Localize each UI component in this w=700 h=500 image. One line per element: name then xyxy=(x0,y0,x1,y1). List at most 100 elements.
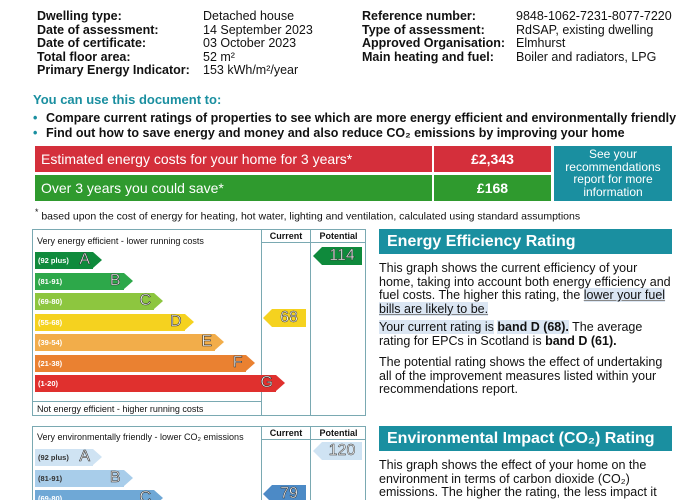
env-current-rating-badge: 79 xyxy=(263,485,306,500)
environment-top-label: Very environmentally friendly - lower CO… xyxy=(37,432,244,442)
detail-label: Primary Energy Indicator: xyxy=(37,63,190,77)
potential-rating-badge: 114 xyxy=(313,247,362,265)
detail-value: 52 m² xyxy=(203,49,235,64)
detail-value: 14 September 2023 xyxy=(203,22,313,37)
band-a: (92 plus) A xyxy=(35,448,102,466)
band-letter: A xyxy=(79,251,90,269)
band-range: (55-68) xyxy=(38,317,63,327)
efficiency-para-1: This graph shows the current efficiency … xyxy=(379,261,671,316)
efficiency-bottom-label: Not energy efficient - higher running co… xyxy=(37,404,204,414)
detail-value: Elmhurst xyxy=(516,36,566,50)
band-d: (55-68) D xyxy=(35,312,194,331)
detail-row: Date of assessment: 14 September 2023 xyxy=(37,22,313,38)
details-right: Reference number: 9848-1062-7231-8077-722… xyxy=(362,9,672,65)
band-letter: C xyxy=(139,292,151,310)
saving-label: Over 3 years you could save* xyxy=(35,175,432,201)
band-range: (92 plus) xyxy=(38,453,69,462)
band-a: (92 plus) A xyxy=(35,251,102,269)
band-letter: C xyxy=(139,489,151,500)
details-right-list: Reference number: 9848-1062-7231-8077-722… xyxy=(362,9,672,65)
band-arrow-tip xyxy=(215,334,224,350)
band-e: (39-54) E xyxy=(35,333,224,351)
detail-label: Date of certificate: xyxy=(37,36,147,50)
band-letter: F xyxy=(232,353,243,371)
detail-label: Total floor area: xyxy=(37,49,131,64)
band-letter: B xyxy=(109,271,121,289)
use-heading: You can use this document to: xyxy=(33,92,222,107)
efficiency-para-3: The potential rating shows the effect of… xyxy=(379,355,663,396)
band-range: (69-80) xyxy=(38,494,63,500)
environment-panel-title: Environmental Impact (CO₂) Rating xyxy=(379,426,672,451)
band-arrow-tip xyxy=(276,375,285,391)
band-c: (69-80) C xyxy=(35,292,163,310)
band-arrow-tip xyxy=(123,469,133,486)
band-c: (69-80) C xyxy=(35,489,163,500)
efficiency-chart xyxy=(32,229,366,416)
environment-para-1: This graph shows the effect of your home… xyxy=(379,458,657,500)
current-header: Current xyxy=(269,231,303,241)
efficiency-panel-title: Energy Efficiency Rating xyxy=(379,229,672,254)
cost-footnote: * based upon the cost of energy for heat… xyxy=(35,207,581,223)
detail-row: Total floor area: 52 m² xyxy=(37,49,313,65)
details-left: Dwelling type: Detached house Date of asse… xyxy=(37,9,313,78)
estimated-cost-label: Estimated energy costs for your home for… xyxy=(35,146,432,172)
estimated-cost-row: Estimated energy costs for your home for… xyxy=(35,146,551,172)
band-arrow-tip xyxy=(93,252,102,268)
band-range: (81-91) xyxy=(38,276,63,286)
band-range: (39-54) xyxy=(38,338,63,347)
band-range: (69-80) xyxy=(38,297,63,306)
details-left-list: Dwelling type: Detached house Date of asse… xyxy=(37,9,313,78)
environment-chart xyxy=(32,426,366,500)
detail-value: 153 kWh/m²/year xyxy=(203,63,299,77)
band-arrow-tip xyxy=(154,293,163,309)
detail-label: Dwelling type: xyxy=(37,9,122,23)
potential-header: Potential xyxy=(319,231,358,241)
band-arrow-tip xyxy=(245,354,255,371)
detail-value: RdSAP, existing dwelling xyxy=(516,22,654,37)
band-range: (81-91) xyxy=(38,473,63,483)
bullet-list: • Compare current ratings of properties t… xyxy=(33,111,676,141)
band-f: (21-38) F xyxy=(35,353,255,372)
band-g: (1-20) G xyxy=(35,374,285,392)
bullet-item: • Compare current ratings of properties t… xyxy=(33,111,677,125)
env-potential-header: Potential xyxy=(319,428,358,438)
detail-row: Primary Energy Indicator: 153 kWh/m²/year xyxy=(37,63,313,78)
detail-row: Date of certificate: 03 October 2023 xyxy=(37,36,313,51)
recommendations-link[interactable]: See your recommendations report for more… xyxy=(554,146,672,201)
detail-label: Type of assessment: xyxy=(362,22,485,37)
detail-row: Reference number: 9848-1062-7231-8077-722… xyxy=(362,9,672,24)
detail-value: Boiler and radiators, LPG xyxy=(516,49,657,64)
env-current-header: Current xyxy=(269,428,303,438)
detail-value: 03 October 2023 xyxy=(203,36,297,50)
detail-row: Approved Organisation: Elmhurst xyxy=(362,36,672,51)
bullet-dot-icon: • xyxy=(33,126,38,140)
band-arrow-tip xyxy=(123,272,133,289)
bullet-item: • Find out how to save energy and money a… xyxy=(33,126,625,140)
detail-label: Main heating and fuel: xyxy=(362,49,494,64)
band-letter: G xyxy=(260,374,273,392)
detail-value: 9848-1062-7231-8077-7220 xyxy=(516,9,672,23)
current-rating-badge: 68 xyxy=(263,309,306,327)
band-range: (1-20) xyxy=(38,379,59,388)
detail-row: Main heating and fuel: Boiler and radiato… xyxy=(362,49,672,65)
saving-value: £168 xyxy=(434,175,551,201)
detail-label: Approved Organisation: xyxy=(362,36,506,50)
detail-row: Dwelling type: Detached house xyxy=(37,9,313,24)
bullet-dot-icon: • xyxy=(33,111,38,125)
band-range: (92 plus) xyxy=(38,256,69,265)
env-potential-rating-badge: 120 xyxy=(313,442,362,460)
efficiency-top-label: Very energy efficient - lower running co… xyxy=(37,236,204,246)
detail-value: Detached house xyxy=(203,9,295,23)
band-arrow-tip xyxy=(93,449,102,465)
detail-row: Type of assessment: RdSAP, existing dwell… xyxy=(362,22,672,38)
efficiency-para-2: Your current rating is band D (68). The … xyxy=(379,320,643,348)
band-letter: A xyxy=(79,448,90,466)
saving-row: Over 3 years you could save* £168 xyxy=(35,175,551,201)
band-letter: D xyxy=(169,312,182,330)
band-b: (81-91) B xyxy=(35,468,133,487)
band-arrow-tip xyxy=(184,313,194,330)
detail-label: Reference number: xyxy=(362,9,476,23)
band-range: (21-38) xyxy=(38,358,63,368)
band-b: (81-91) B xyxy=(35,271,133,290)
detail-label: Date of assessment: xyxy=(37,22,159,37)
